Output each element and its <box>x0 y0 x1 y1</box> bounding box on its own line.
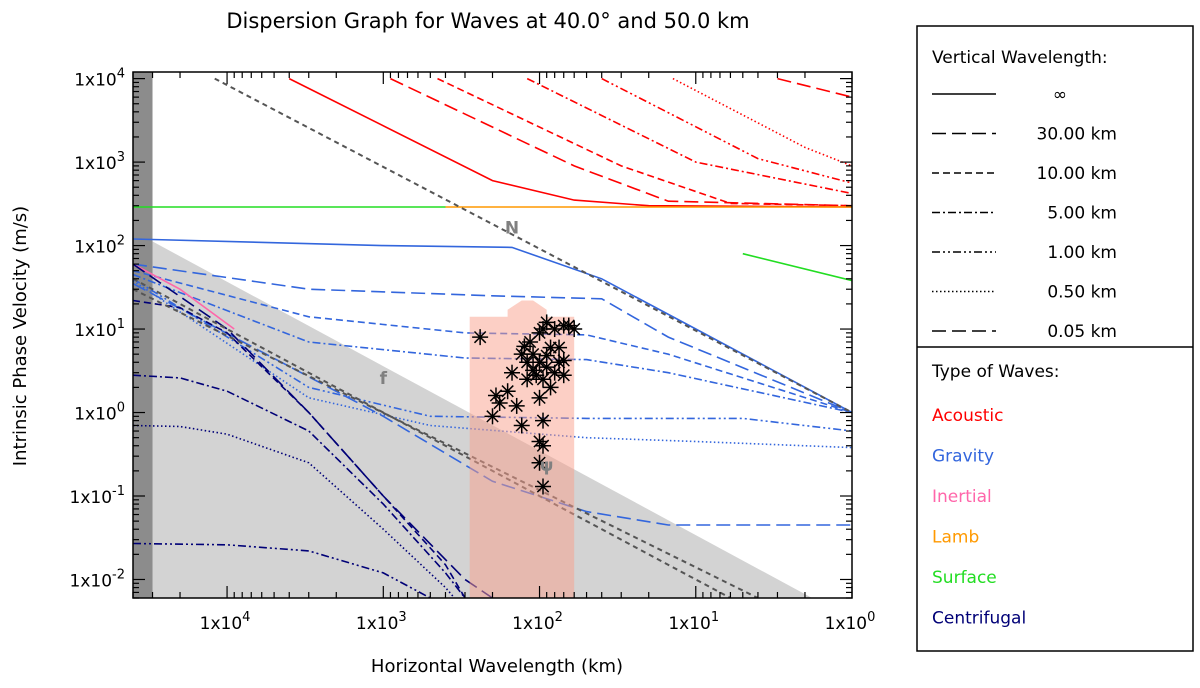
legend-vertical-label: 30.00 km <box>1037 125 1117 145</box>
tick-label: 1x100 <box>825 610 876 634</box>
chart-title: Dispersion Graph for Waves at 40.0° and … <box>226 9 749 33</box>
legend-type-label: Surface <box>932 568 997 588</box>
series-centrifugal-20 <box>133 374 466 598</box>
observation-point <box>555 352 572 369</box>
tick-label: 1x103 <box>74 150 125 174</box>
legend-type-label: Lamb <box>932 528 979 548</box>
observation-point <box>491 395 508 412</box>
legend-type-label: Inertial <box>932 487 992 507</box>
legend-type-label: Gravity <box>932 447 994 467</box>
observation-point <box>487 387 504 404</box>
tick-label: 1x104 <box>74 67 125 91</box>
series-centrifugal-19 <box>133 299 466 598</box>
observation-point <box>542 379 559 396</box>
observation-point <box>513 417 530 434</box>
observation-point <box>535 412 552 429</box>
series-gravity-16 <box>133 282 852 526</box>
tick-label: 1x10-1 <box>70 484 125 508</box>
observation-point <box>538 347 555 364</box>
legend-vertical-entries: ∞ 30.00 km 10.00 km 5.00 km 1.00 km 0.50 km 0.… <box>932 85 1117 342</box>
tick-labels: 1x104 1x103 1x102 1x101 1x100 1x10-2 1x10-1 1x1… <box>70 67 876 634</box>
series-gravity-11 <box>133 263 852 414</box>
plot-area: Nf ψ <box>133 72 852 598</box>
tick-label: 1x100 <box>74 401 125 425</box>
series-surface-8 <box>742 252 852 282</box>
series-gravity-15 <box>133 279 852 449</box>
dark-band <box>133 72 153 598</box>
x-axis-label: Horizontal Wavelength (km) <box>371 656 623 677</box>
line-label: N <box>505 218 519 238</box>
observation-point <box>504 364 521 381</box>
tick-label: 1x101 <box>74 317 125 341</box>
series-acoustic-0 <box>288 77 852 208</box>
tick-label: 1x104 <box>200 610 251 634</box>
series-centrifugal-21 <box>133 424 456 598</box>
series-acoustic-2 <box>437 77 852 207</box>
ref-line-f <box>133 277 731 598</box>
observation-point <box>516 338 533 355</box>
tick-label: 1x103 <box>356 610 407 634</box>
observation-point <box>560 317 577 334</box>
observation-point <box>472 329 489 346</box>
legend-type-label: Centrifugal <box>932 609 1026 629</box>
observation-point <box>525 362 542 379</box>
tick-label: 1x10-2 <box>70 567 125 591</box>
observation-point <box>551 339 568 356</box>
observation-point <box>551 354 568 371</box>
y-axis-label: Intrinsic Phase Velocity (m/s) <box>10 206 31 466</box>
series-acoustic-4 <box>601 77 852 184</box>
legend-type-label: Acoustic <box>932 406 1003 426</box>
tick-label: 1x101 <box>668 610 719 634</box>
legend-vertical-label: ∞ <box>1053 85 1067 105</box>
series-gravity-14 <box>133 278 852 432</box>
legend-vertical-label: 0.05 km <box>1047 322 1117 342</box>
legend-vertical-label: 10.00 km <box>1037 164 1117 184</box>
ref-line-psi <box>133 288 759 598</box>
observation-point <box>499 383 516 400</box>
line-label: ψ <box>540 456 554 476</box>
series-inertial-17 <box>133 263 235 330</box>
ref-line-N <box>214 77 852 414</box>
axis-ticks <box>132 72 853 599</box>
tick-label: 1x102 <box>512 610 563 634</box>
legend-vertical-label: 1.00 km <box>1047 243 1117 263</box>
legend-vertical-label: 5.00 km <box>1047 204 1117 224</box>
series-gravity-10 <box>133 238 852 414</box>
observation-point <box>531 389 548 406</box>
legend-types-title: Type of Waves: <box>931 362 1059 382</box>
observation-point <box>508 397 525 414</box>
line-label: f <box>380 369 388 389</box>
observation-point <box>484 408 501 425</box>
legend-box <box>916 25 1194 652</box>
series-acoustic-6 <box>777 77 852 98</box>
legend-vertical-label: 0.50 km <box>1047 283 1117 303</box>
observation-point <box>535 437 552 454</box>
legend-vertical-title: Vertical Wavelength: <box>932 48 1108 68</box>
observation-point <box>535 478 552 495</box>
observation-point <box>519 371 536 388</box>
legend-type-entries: Acoustic Gravity Inertial Lamb Surface Centri… <box>932 406 1026 629</box>
series-acoustic-5 <box>672 77 852 167</box>
series-acoustic-3 <box>526 77 852 195</box>
observation-point <box>531 454 548 471</box>
observation-point <box>566 321 583 338</box>
series-acoustic-1 <box>390 77 852 207</box>
tick-label: 1x102 <box>74 234 125 258</box>
observation-point <box>555 367 572 384</box>
